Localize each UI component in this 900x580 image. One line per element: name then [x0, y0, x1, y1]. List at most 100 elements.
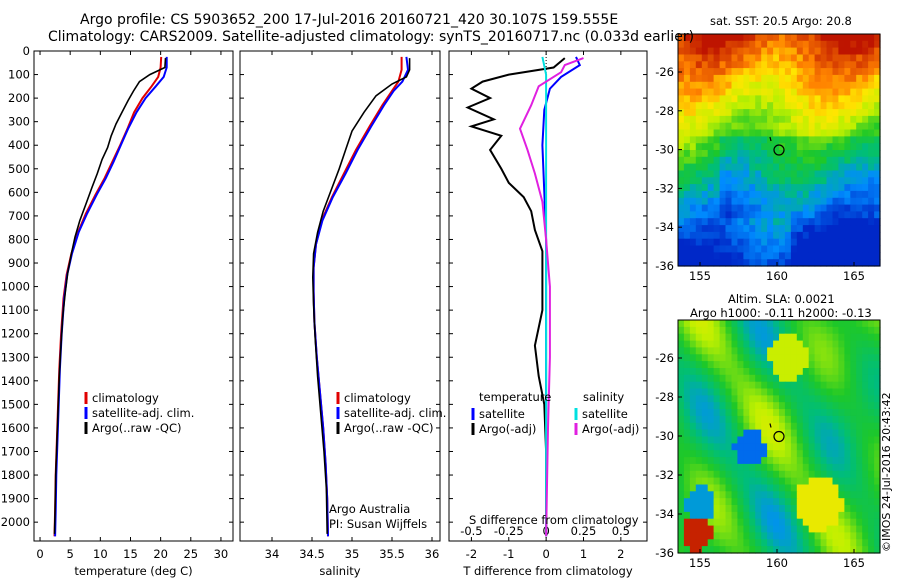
map-cell [725, 47, 732, 55]
map-cell [779, 184, 786, 192]
map-cell [755, 129, 762, 137]
map-cell [749, 484, 756, 492]
map-cell [731, 184, 738, 192]
map-cell [850, 34, 857, 42]
map-cell [850, 539, 857, 547]
map-cell [808, 95, 816, 103]
map-cell [678, 450, 685, 458]
map-cell [773, 252, 780, 260]
map-cell [755, 163, 762, 171]
map-cell [701, 211, 709, 219]
map-cell [790, 245, 798, 253]
map-cell [678, 74, 685, 83]
map-cell [814, 511, 822, 520]
map-cell [856, 218, 863, 226]
map-cell [862, 259, 869, 267]
depth-tick-label: 2000 [1, 515, 30, 529]
map-cell [856, 546, 863, 554]
map-cell [874, 156, 881, 165]
map-cell [695, 163, 703, 171]
map-cell [784, 532, 792, 540]
map-cell [832, 320, 839, 328]
map-cell [784, 143, 792, 151]
map-cell [743, 218, 750, 226]
map-cell [761, 61, 768, 69]
map-cell [808, 156, 816, 165]
map-cell [790, 326, 798, 335]
map-cell [802, 395, 810, 403]
map-cell [731, 347, 738, 355]
map-cell [820, 443, 828, 451]
map-cell [725, 320, 732, 328]
map-cell [761, 47, 768, 55]
map-cell [874, 320, 881, 328]
map-cell [701, 361, 709, 369]
map-cell [808, 477, 816, 486]
map-cell [725, 450, 732, 458]
map-cell [826, 402, 833, 410]
map-cell [713, 225, 721, 233]
map-cell [755, 238, 762, 247]
map-cell [874, 388, 881, 396]
map-cell [701, 238, 709, 247]
map-cell [737, 374, 744, 383]
map-cell [743, 54, 750, 62]
map-cell [874, 245, 881, 253]
map-cell [820, 374, 828, 383]
map-cell [701, 95, 709, 103]
map-cell [832, 429, 839, 438]
map-cell [731, 532, 738, 540]
map-cell [767, 518, 774, 527]
map-cell [868, 252, 875, 260]
map-cell [695, 61, 703, 69]
map-cell [707, 129, 715, 137]
map-cell [725, 525, 732, 534]
map-cell [844, 54, 851, 62]
map-cell [683, 443, 691, 451]
map-cell [814, 163, 822, 171]
map-cell [850, 102, 857, 110]
map-cell [701, 463, 709, 472]
map-cell [838, 368, 845, 376]
map-cell [713, 546, 721, 554]
map-cell [838, 532, 845, 540]
map-cell [832, 436, 839, 444]
map-cell [874, 252, 881, 260]
map-cell [737, 539, 744, 547]
map-cell [802, 532, 810, 540]
map-cell [719, 34, 727, 42]
map-cell [743, 395, 750, 403]
map-cell [755, 102, 762, 110]
map-cell [773, 177, 780, 185]
map-cell [826, 347, 833, 355]
map-cell [678, 381, 685, 390]
map-cell [844, 102, 851, 110]
map-cell [808, 505, 816, 513]
map-cell [802, 477, 810, 486]
map-cell [701, 395, 709, 403]
map-cell [755, 368, 762, 376]
map-cell [749, 450, 756, 458]
map-cell [683, 218, 691, 226]
map-cell [838, 177, 845, 185]
map-cell [773, 422, 780, 431]
map-cell [767, 109, 774, 117]
s-diff-label: S difference from climatology [469, 513, 639, 527]
map-cell [796, 368, 804, 376]
map-cell [826, 415, 833, 424]
map-cell [862, 340, 869, 349]
map-cell [838, 34, 845, 42]
map-cell [874, 518, 881, 527]
map-cell [737, 115, 744, 124]
map-cell [737, 381, 744, 390]
map-cell [749, 143, 756, 151]
map-cell [796, 470, 804, 479]
map-cell [820, 163, 828, 171]
map-cell [707, 539, 715, 547]
map-cell [856, 177, 863, 185]
map-cell [743, 150, 750, 158]
map-cell [802, 326, 810, 335]
map-cell [743, 511, 750, 520]
map-cell [761, 477, 768, 486]
map-cell [850, 463, 857, 472]
